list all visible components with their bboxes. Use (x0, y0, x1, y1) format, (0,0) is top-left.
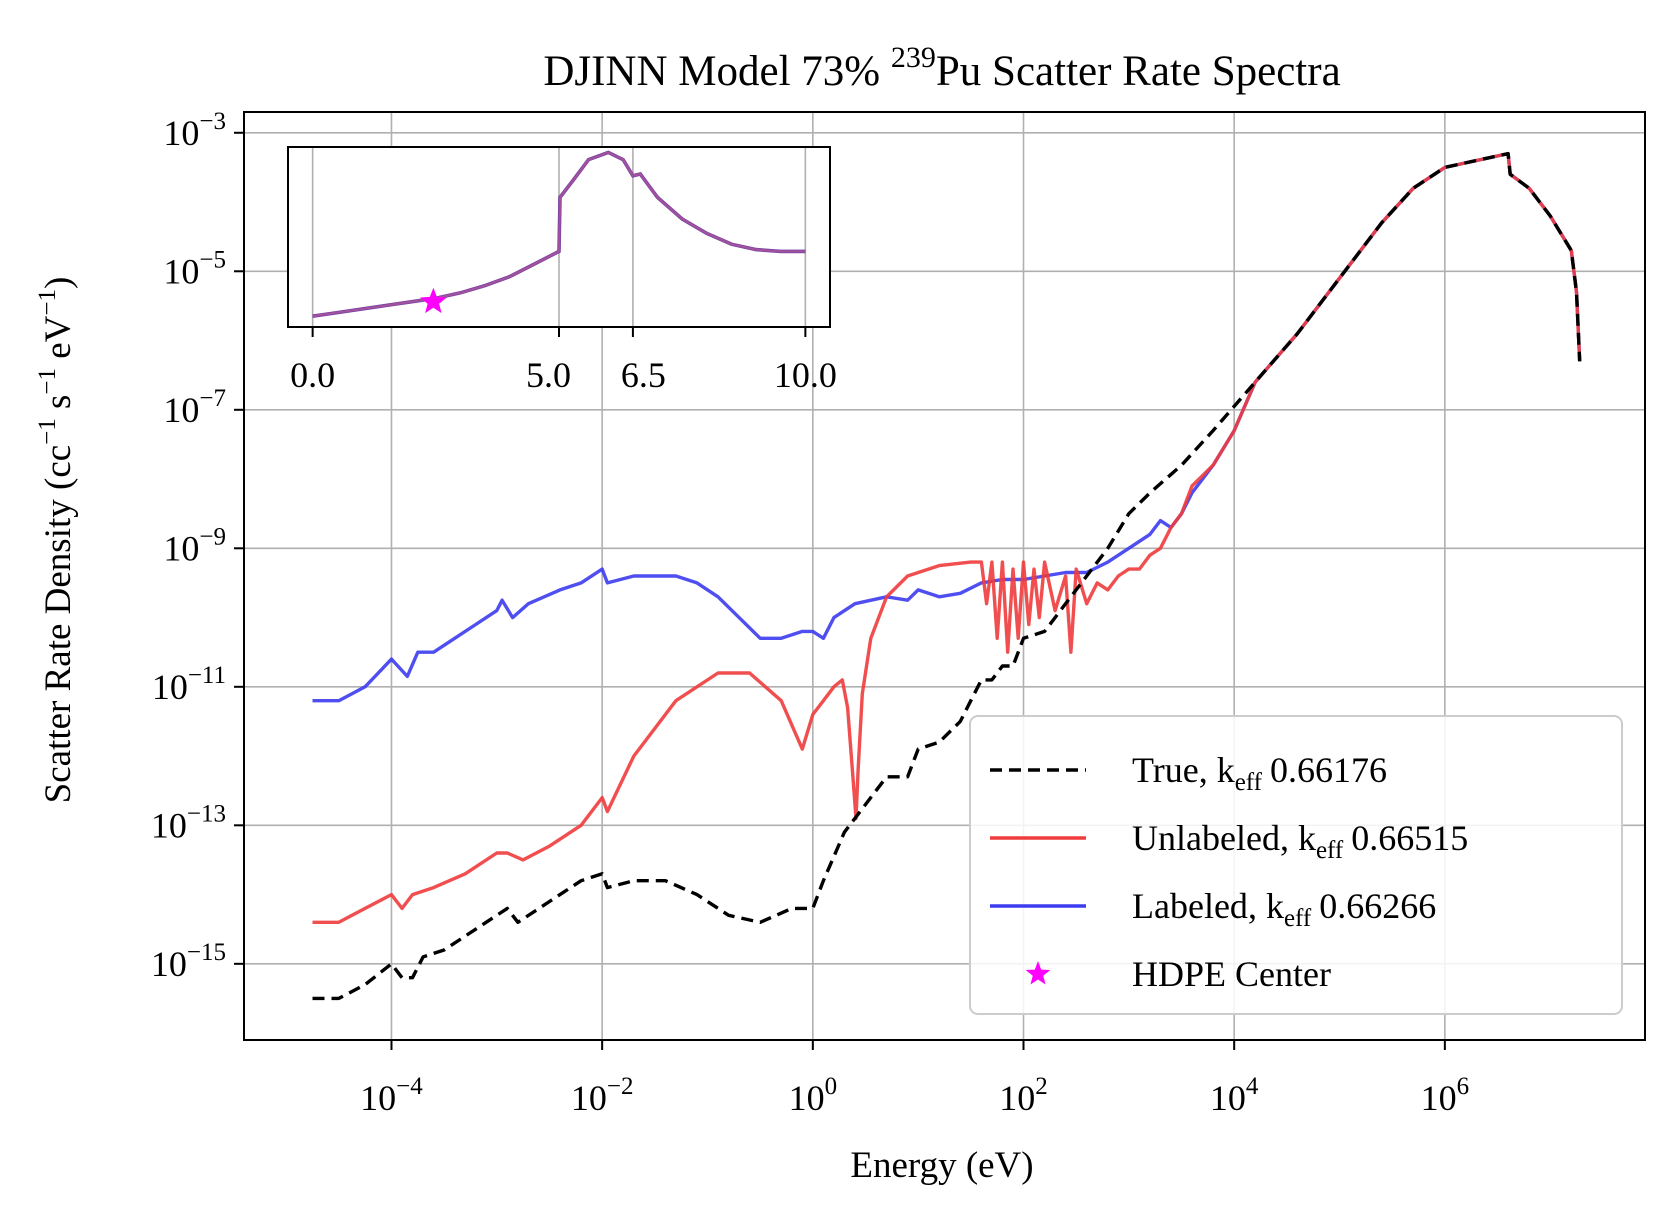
x-tick-label: 106 (1421, 1073, 1470, 1118)
y-tick-label: 10−11 (152, 662, 226, 707)
inset-x-tick-label: 6.5 (621, 355, 666, 395)
inset-x-tick-label: 5.0 (526, 355, 571, 395)
main-ticks: 10−4 10−2 100 102 104 106 10−3 10−5 10−7 10−9 10−1… (151, 108, 1469, 1118)
main-axes-frame (243, 111, 1646, 1041)
series-line-unlabeled (312, 151, 1582, 924)
x-tick-label: 104 (1210, 1073, 1259, 1118)
inset-series-line (312, 151, 806, 318)
x-tick-label: 10−4 (360, 1073, 423, 1118)
inset-axes: 0.0 5.0 6.5 10.0 (287, 146, 837, 395)
main-series (312, 151, 1582, 1001)
x-tick-label: 102 (999, 1073, 1048, 1118)
series-line-true (312, 151, 1582, 1001)
x-tick-label: 10−2 (571, 1073, 634, 1118)
y-tick-label: 10−3 (163, 108, 226, 153)
y-tick-label: 10−9 (163, 523, 226, 568)
legend: True, keff 0.66176 Unlabeled, keff 0.66515 L… (969, 715, 1623, 1015)
y-tick-label: 10−13 (151, 800, 226, 845)
legend-label-hdpe-center: HDPE Center (1132, 954, 1331, 994)
y-tick-label: 10−7 (163, 385, 226, 430)
y-axis-label: Scatter Rate Density (cc−1 s−1 eV−1) (34, 277, 79, 804)
y-tick-label: 10−15 (151, 939, 226, 984)
x-tick-label: 100 (789, 1073, 838, 1118)
legend-box (969, 715, 1623, 1015)
title-superscript: 239 (891, 41, 936, 74)
inset-hdpe-center-marker (420, 287, 447, 314)
chart-title: DJINN Model 73% 239Pu Scatter Rate Spect… (543, 41, 1340, 95)
legend-swatch-hdpe-center (1025, 961, 1051, 985)
legend-label-true: True, keff 0.66176 (1132, 750, 1387, 796)
x-axis-label: Energy (eV) (850, 1145, 1033, 1186)
inset-x-tick-label: 0.0 (290, 355, 335, 395)
legend-label-unlabeled: Unlabeled, keff 0.66515 (1132, 818, 1468, 864)
inset-x-tick-label: 10.0 (774, 355, 837, 395)
y-tick-label: 10−5 (163, 246, 226, 291)
legend-label-labeled: Labeled, keff 0.66266 (1132, 886, 1436, 932)
